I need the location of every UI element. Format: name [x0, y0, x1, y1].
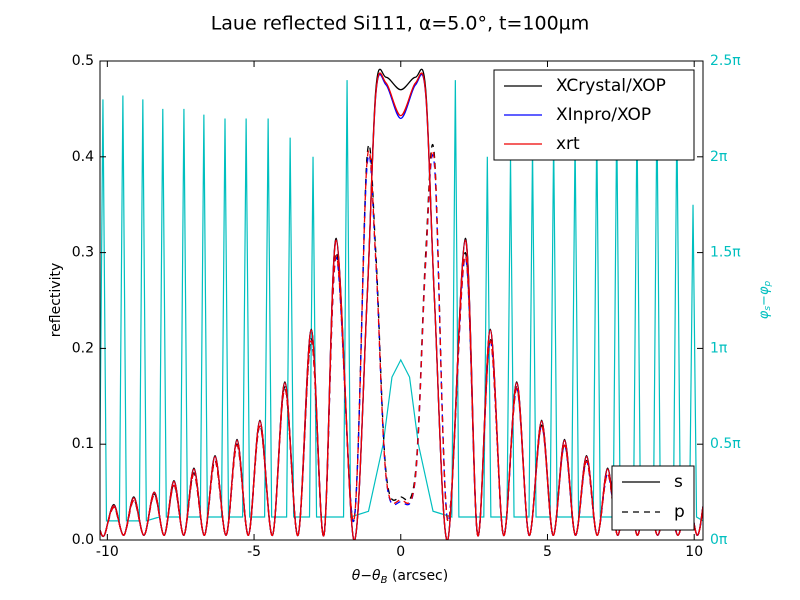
series-line: [100, 149, 703, 537]
phase-line: [100, 80, 703, 522]
y-tick-label: 0.4: [72, 149, 94, 165]
y2-label-sub: s: [763, 306, 773, 311]
y2-tick-label: 0.5π: [710, 436, 741, 452]
legend: XCrystal/XOP XInpro/XOP xrt sp: [493, 69, 695, 531]
x-tick-label: 5: [543, 544, 552, 560]
axes: -10 -5 0 5 10 0.0 0.1 0.2 0.3 0.4 0.5 0π 0.5π 1π 1.5π 2…: [72, 53, 742, 560]
x-tick-label: 0: [396, 544, 405, 560]
chart-title: Laue reflected Si111, α=5.0°, t=100µm: [211, 13, 590, 35]
y2-label-sub: p: [763, 280, 773, 287]
y2-tick-label: 0π: [710, 532, 728, 548]
style-label: s: [674, 472, 683, 492]
x-label-part: θ−θ: [352, 568, 381, 584]
y2-label-part: −φ: [757, 286, 772, 306]
x-tick-label: -5: [247, 544, 261, 560]
x-label-part: (arcsec): [388, 568, 449, 584]
y-tick-label: 0.1: [72, 436, 94, 452]
y2-tick-label: 1.5π: [710, 245, 741, 261]
y2-label-part: φ: [757, 310, 772, 319]
y-tick-label: 0.2: [72, 340, 94, 356]
y2-tick-label: 1π: [710, 340, 728, 356]
y-axis-label: reflectivity: [48, 263, 64, 338]
y-tick-label: 0.5: [72, 53, 94, 69]
x-label-sub: B: [381, 575, 388, 586]
legend-label: xrt: [556, 134, 580, 154]
x-axis-label: θ−θB (arcsec): [352, 568, 448, 586]
style-legend-box: [611, 465, 695, 531]
y2-tick-label: 2π: [710, 149, 728, 165]
plot-frame: [99, 60, 704, 541]
y2-axis-label: φs−φp: [757, 280, 773, 319]
y-tick-label: 0.3: [72, 245, 94, 261]
x-tick-label: -10: [96, 544, 119, 560]
y-tick-label: 0.0: [72, 532, 94, 548]
legend-label: XCrystal/XOP: [556, 76, 666, 96]
style-label: p: [674, 502, 685, 522]
plot-lines: [100, 68, 703, 540]
x-tick-label: 10: [685, 544, 703, 560]
y2-tick-label: 2.5π: [710, 53, 741, 69]
legend-label: XInpro/XOP: [556, 105, 651, 125]
